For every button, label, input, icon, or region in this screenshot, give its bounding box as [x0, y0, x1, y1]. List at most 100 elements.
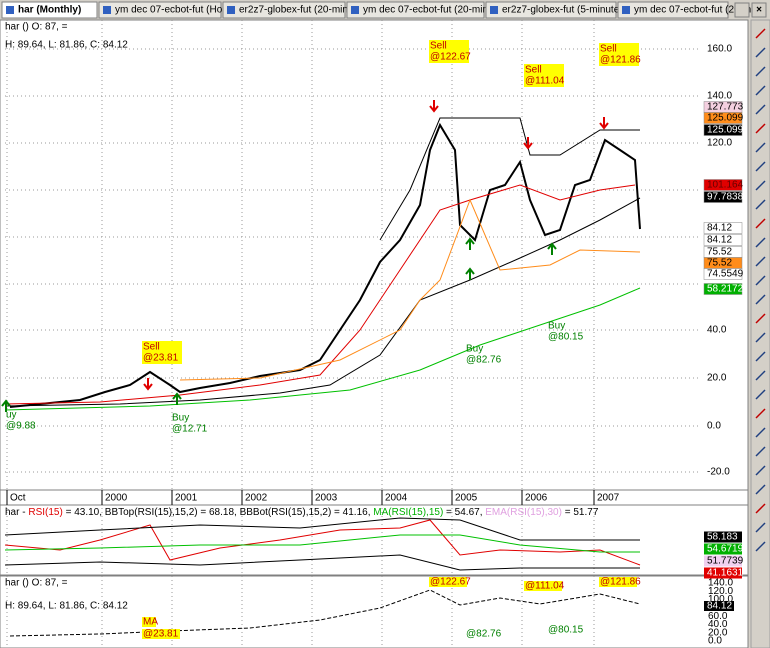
tab-icon [6, 6, 14, 14]
header: har () O: 87, = [5, 22, 68, 33]
price-tag [703, 234, 743, 246]
x-axis-label: 2000 [105, 493, 128, 504]
tool-icon [755, 313, 766, 324]
mini-header: har () O: 87, = [5, 578, 68, 589]
price-tag-label: 125.099 [707, 125, 744, 136]
mini-signal-bg [524, 581, 562, 591]
mini-signal: @82.76 [466, 629, 502, 640]
signal-type: Sell [525, 65, 542, 76]
y-axis-label: 20.0 [707, 373, 727, 384]
tab-label: har (Monthly) [18, 5, 81, 16]
signal-price: @121.86 [600, 55, 641, 66]
buy-arrow [547, 242, 557, 255]
mini-y-label: 140.0 [708, 578, 733, 589]
tool-icon [755, 104, 766, 115]
y-axis-label: 140.0 [707, 91, 732, 102]
band-orange [179, 198, 641, 381]
mini-tag-label: 84.12 [707, 601, 732, 612]
signal-bg [599, 43, 639, 66]
mini-signal: MA [143, 617, 158, 628]
tool-icon [755, 256, 766, 267]
mini-signal-bg [142, 629, 180, 639]
rsi-tag [704, 531, 742, 543]
signal-type: Buy [548, 321, 565, 332]
price-tag [703, 191, 743, 203]
tab[interactable] [485, 1, 617, 19]
mini-tag [704, 601, 734, 611]
tool-icon [755, 465, 766, 476]
tool-icon [755, 522, 766, 533]
tool-icon [755, 218, 766, 229]
price-tag-label: 58.2172 [707, 284, 744, 295]
tab[interactable] [617, 1, 729, 19]
tab-nav[interactable] [734, 2, 750, 18]
signal-type: Sell [430, 41, 447, 52]
y-axis-label: 0.0 [707, 421, 721, 432]
mini-y-label: 120.0 [708, 586, 733, 597]
price-tag [703, 283, 743, 295]
rsi-green [4, 534, 640, 553]
tool-icon [755, 28, 766, 39]
mini-y-label: 60.0 [708, 611, 728, 622]
rsi-header: har - RSI(15) = 43.10, BBTop(RSI(15),15,… [5, 507, 599, 518]
price-tag-label: 75.52 [707, 258, 732, 269]
tool-icon [755, 389, 766, 400]
rsi-tag-label: 41.1631 [707, 568, 744, 579]
tool-icon [755, 180, 766, 191]
tab[interactable] [1, 1, 98, 19]
tab[interactable] [98, 1, 222, 19]
tool-icon [755, 47, 766, 58]
price-tag [703, 124, 743, 136]
x-axis-label: 2005 [455, 493, 478, 504]
tab-icon [351, 6, 359, 14]
signal-price: @122.67 [430, 52, 471, 63]
tab-close[interactable] [751, 2, 767, 18]
price-tag-label: 125.099 [707, 113, 744, 124]
mini-signal-bg [599, 577, 637, 587]
tool-icon [755, 142, 766, 153]
y-axis-label: 160.0 [707, 44, 732, 55]
mini-y-label: 0.0 [708, 636, 722, 647]
tool-icon [755, 294, 766, 305]
price-tag [703, 112, 743, 124]
tool-icon [755, 85, 766, 96]
tab-label: er2z7-globex-fut (5-minute) [502, 5, 623, 16]
sell-arrow [143, 378, 153, 391]
signal-price: @12.71 [172, 424, 208, 435]
signal-type: uy [6, 410, 17, 421]
mini-y-label: 40.0 [708, 619, 728, 630]
signal-type: Sell [143, 342, 160, 353]
tab[interactable] [222, 1, 346, 19]
signal-price: @80.15 [548, 332, 584, 343]
tab[interactable] [346, 1, 485, 19]
mini-signal: @122.67 [430, 577, 471, 588]
tool-icon [755, 237, 766, 248]
tool-icon [755, 541, 766, 552]
rsi-black-low [4, 554, 640, 571]
y-axis-label: 120.0 [707, 138, 732, 149]
mini-panel [0, 575, 749, 648]
signal-bg [142, 341, 182, 364]
x-axis-label: 2007 [597, 493, 620, 504]
signal-price: @23.81 [143, 353, 179, 364]
sell-arrow [429, 100, 439, 113]
tab-label: ym dec 07-ecbot-fut (20-minute) [363, 5, 505, 16]
rsi-tag-label: 58.183 [707, 532, 738, 543]
tool-icon [755, 484, 766, 495]
rsi-black [4, 517, 640, 541]
price-tag-label: 75.52 [707, 247, 732, 258]
ma-red [4, 184, 636, 405]
band-black [379, 117, 640, 241]
tool-icon [755, 408, 766, 419]
signal-bg [524, 64, 564, 87]
tab-icon [622, 6, 630, 14]
price-tag-label: 84.12 [707, 235, 732, 246]
tab-label: ym dec 07-ecbot-fut (Hourly) [115, 5, 242, 16]
signal-price: @82.76 [466, 355, 502, 366]
price-tag-label: 101.164 [707, 180, 744, 191]
price-tag [703, 268, 743, 280]
tool-icon [755, 199, 766, 210]
price-tag-label: 74.5549 [707, 269, 744, 280]
buy-arrow [1, 399, 11, 412]
ma-green [4, 287, 641, 411]
